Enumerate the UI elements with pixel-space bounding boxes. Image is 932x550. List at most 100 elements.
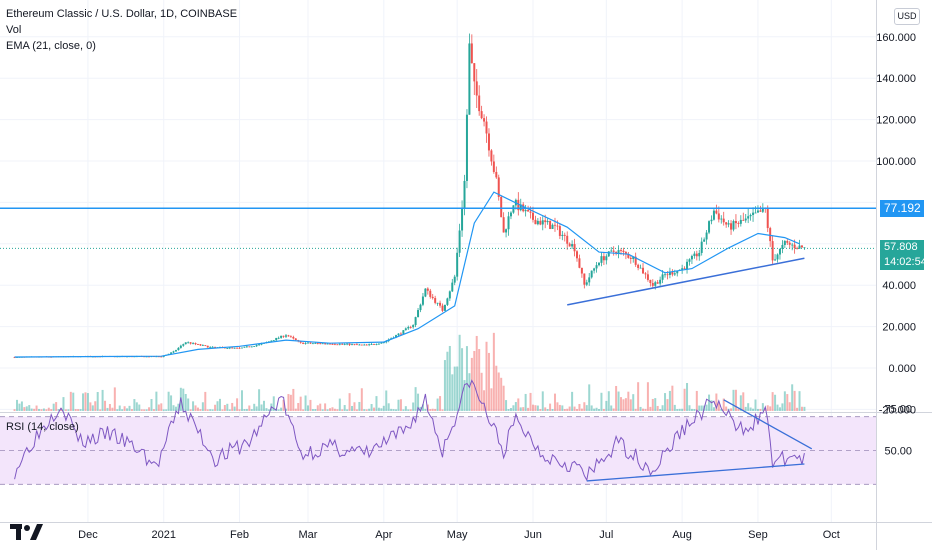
candle-body (145, 356, 148, 358)
volume-bar (236, 398, 239, 411)
volume-bar (527, 407, 530, 411)
volume-bar (287, 394, 290, 411)
volume-bar (429, 408, 432, 411)
candle-body (561, 234, 564, 236)
volume-bar (585, 405, 588, 411)
volume-bar (421, 404, 424, 411)
volume-bar (240, 390, 243, 411)
candle-body (456, 252, 459, 277)
volume-bar (737, 408, 740, 411)
candle-body (509, 212, 512, 217)
volume-bar (333, 408, 336, 411)
candle-body (737, 223, 740, 224)
volume-bar (116, 409, 119, 411)
volume-bar (143, 409, 146, 411)
volume-bar (524, 393, 527, 411)
candle-body (497, 177, 500, 197)
candle-body (148, 356, 151, 358)
rsi-trendline (723, 399, 813, 450)
candle-body (796, 247, 799, 249)
candle-body (566, 235, 569, 244)
candle-body (458, 230, 461, 253)
volume-bar (211, 409, 214, 411)
volume-bar (470, 357, 473, 411)
tradingview-logo-icon (10, 521, 44, 545)
volume-bar (375, 396, 378, 411)
candle-body (397, 333, 400, 336)
volume-bar (289, 394, 292, 411)
candle-body (783, 240, 786, 245)
volume-bar (649, 406, 652, 411)
candle-body (539, 220, 542, 225)
candle-body (319, 343, 322, 345)
volume-bar (644, 408, 647, 411)
candle-body (629, 257, 632, 259)
time-tick-label: Apr (375, 529, 392, 541)
candle-body (690, 255, 693, 260)
candle-body (556, 225, 559, 227)
candle-body (329, 343, 332, 345)
volume-bar (72, 392, 75, 411)
volume-bar (791, 384, 794, 411)
volume-bar (140, 409, 143, 411)
candle-body (209, 347, 212, 348)
candle-body (226, 348, 229, 350)
candle-body (600, 256, 603, 263)
candle-body (553, 224, 556, 226)
volume-bar (365, 409, 368, 411)
volume-bar (424, 408, 427, 411)
volume-bar (646, 382, 649, 411)
volume-bar (248, 405, 251, 411)
volume-bar (307, 405, 310, 411)
volume-bar (583, 402, 586, 411)
candle-body (544, 220, 547, 223)
candle-body (602, 256, 605, 261)
volume-bar (439, 396, 442, 411)
volume-bar (490, 388, 493, 411)
candle-body (563, 234, 566, 236)
volume-bar (502, 385, 505, 411)
candle-body (331, 344, 334, 345)
candle-body (771, 241, 774, 261)
volume-bar (595, 407, 598, 411)
volume-bar (336, 409, 339, 411)
volume-bar (316, 405, 319, 411)
volume-bar (45, 409, 48, 411)
volume-bar (695, 390, 698, 411)
candle-body (722, 218, 725, 223)
volume-bar (402, 409, 405, 411)
volume-bar (453, 366, 456, 411)
candle-body (749, 214, 752, 217)
volume-bar (382, 405, 385, 411)
candle-body (673, 273, 676, 275)
time-tick-label: Jul (599, 529, 613, 541)
currency-button[interactable]: USD (894, 8, 920, 25)
volume-bar (514, 402, 517, 411)
candle-body (179, 345, 182, 348)
candle-body (534, 219, 537, 225)
candle-body (720, 218, 723, 220)
volume-bar (25, 406, 28, 411)
candle-body (766, 208, 769, 229)
volume-bar (431, 408, 434, 411)
candle-body (519, 204, 522, 211)
volume-bar (170, 395, 173, 411)
candle-body (336, 344, 339, 346)
volume-bar (764, 408, 767, 411)
candle-body (622, 250, 625, 253)
candle-body (182, 344, 185, 346)
volume-bar (57, 409, 60, 411)
volume-bar (40, 409, 43, 411)
candle-body (439, 302, 442, 306)
candle-body (502, 217, 505, 233)
candle-body (407, 327, 410, 329)
volume-bar (732, 389, 735, 411)
volume-bar (654, 398, 657, 411)
volume-bar (485, 341, 488, 411)
volume-bar (529, 392, 532, 411)
volume-bar (284, 408, 287, 411)
volume-bar (187, 398, 190, 411)
volume-bar (710, 400, 713, 411)
time-tick-label: 2021 (151, 529, 175, 541)
